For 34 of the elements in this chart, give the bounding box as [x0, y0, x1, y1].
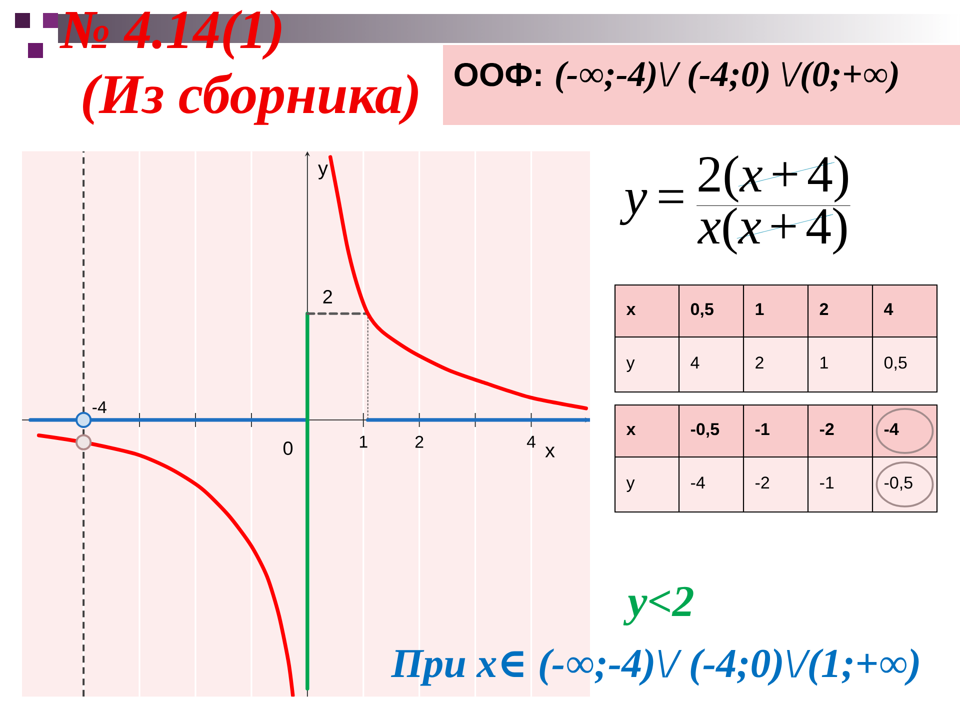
text: -2 [820, 423, 834, 435]
annotation: При x∈ (-∞;-4)\/ (-4;0)\/(1;+∞) [390, 648, 919, 686]
text: -0,5 [884, 476, 912, 491]
text: 1 [756, 303, 764, 315]
text: 0,5 [884, 356, 907, 371]
x-tick-label: 4 [526, 436, 536, 448]
chart-subtitle: (Из сборника) [83, 72, 418, 125]
text: 1 [820, 356, 828, 368]
text: 0,5 [690, 303, 714, 318]
text: y<2 [623, 586, 694, 626]
text: -0,5 [690, 423, 720, 438]
text: 2 [756, 356, 764, 368]
text: -2 [756, 476, 770, 488]
text: x [626, 426, 636, 435]
y-axis-title: y [318, 164, 328, 180]
text: $y = \frac{2(\cancel{x+4})}{x(\cancel{x+4})}$ [620, 155, 850, 255]
text: y [626, 359, 635, 372]
x-tick-label: 2 [415, 436, 424, 448]
text: x [626, 306, 636, 315]
text: 4 [690, 356, 700, 368]
x-tick-label: 1 [360, 436, 368, 448]
text: 4 [884, 303, 894, 315]
text: -4 [691, 476, 705, 488]
annotation: 2 [323, 290, 332, 304]
ref-line-label: -4 [92, 401, 106, 414]
text: y [626, 479, 635, 492]
text: -1 [755, 423, 770, 435]
text: 2 [820, 303, 828, 315]
annotation: 0 [283, 442, 293, 455]
x-axis-title: x [545, 446, 555, 458]
text: (-∞;-4)\/ (-4;0) \/(0;+∞) [556, 61, 898, 94]
text: ООФ: [454, 62, 541, 86]
text: -1 [820, 476, 834, 488]
text: -4 [884, 423, 899, 435]
